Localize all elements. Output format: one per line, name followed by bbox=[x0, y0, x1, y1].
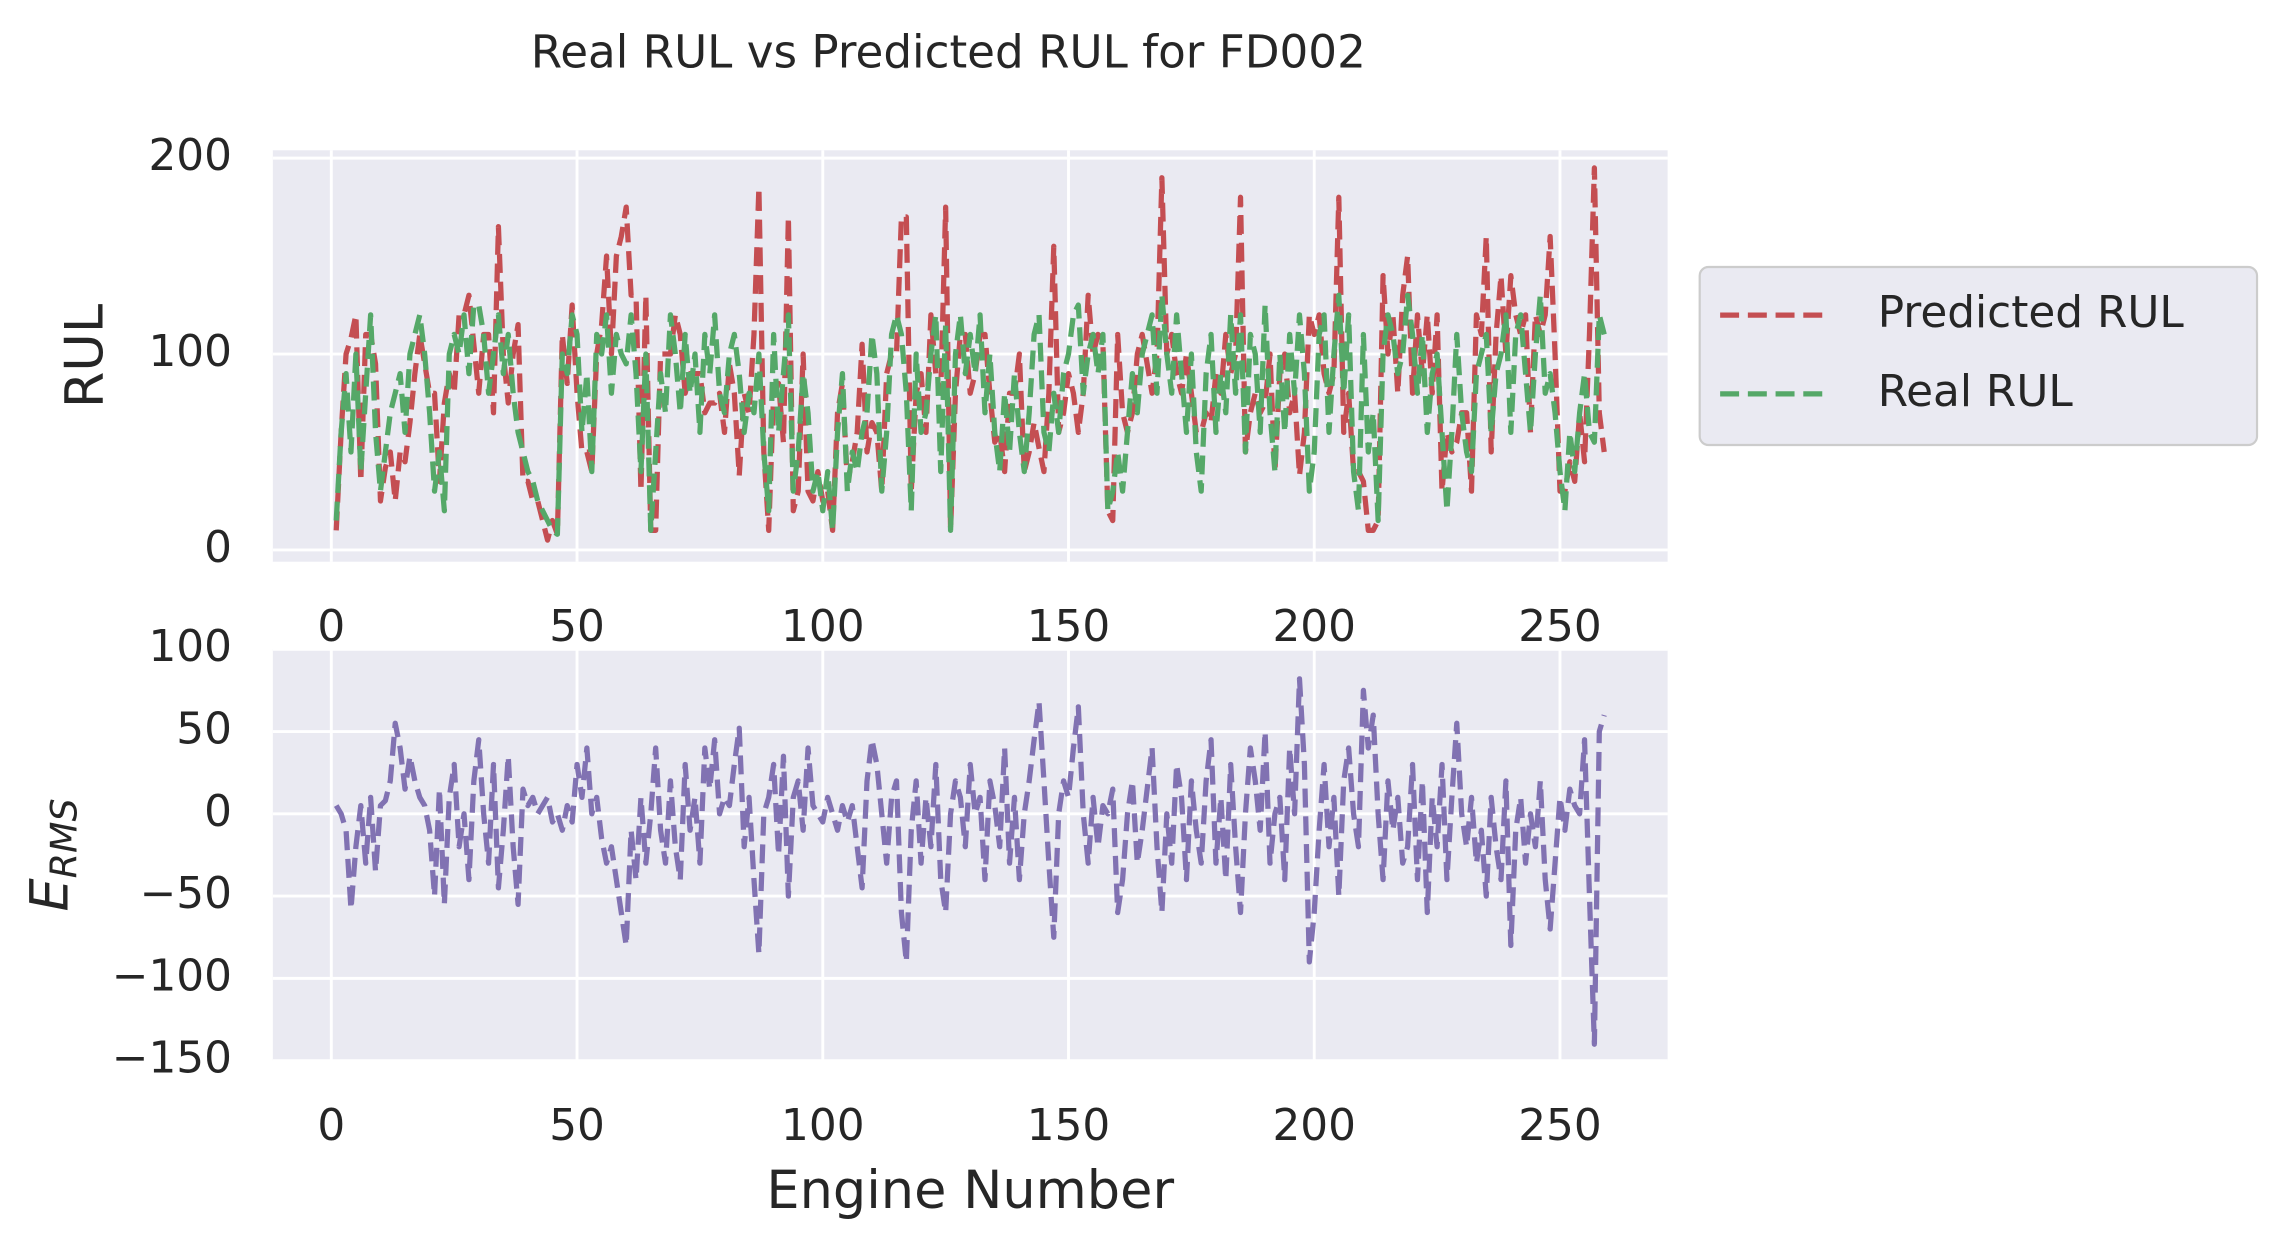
x-tick-label: 50 bbox=[549, 601, 605, 652]
y-tick-label: 100 bbox=[148, 621, 232, 672]
y-tick-label: −100 bbox=[112, 950, 232, 1001]
legend-label: Predicted RUL bbox=[1878, 287, 2185, 338]
x-axis-label: Engine Number bbox=[766, 1160, 1174, 1221]
y-axis-label-subscript: RMS bbox=[42, 798, 85, 878]
data-line bbox=[333, 292, 1607, 537]
x-tick-label: 200 bbox=[1272, 601, 1356, 652]
y-axis-label: RUL bbox=[54, 304, 115, 408]
x-tick-label: 150 bbox=[1027, 601, 1111, 652]
y-axis-label: ERMS bbox=[19, 798, 85, 911]
data-line bbox=[333, 165, 1607, 543]
x-tick-label: 0 bbox=[317, 1100, 345, 1151]
data-line bbox=[333, 676, 1607, 1047]
plot-area bbox=[272, 649, 1668, 1061]
y-tick-label: 0 bbox=[204, 522, 232, 573]
y-axis-label-main: RUL bbox=[54, 304, 115, 408]
x-tick-label: 200 bbox=[1272, 1100, 1356, 1151]
x-tick-label: 100 bbox=[781, 1100, 865, 1151]
y-tick-label: 0 bbox=[204, 786, 232, 837]
y-tick-label: 50 bbox=[176, 704, 232, 755]
y-tick-label: 100 bbox=[148, 326, 232, 377]
x-tick-label: 50 bbox=[549, 1100, 605, 1151]
x-tick-label: 100 bbox=[781, 601, 865, 652]
x-tick-label: 0 bbox=[317, 601, 345, 652]
x-tick-label: 150 bbox=[1027, 1100, 1111, 1151]
y-axis-label-main: E bbox=[19, 878, 80, 912]
y-tick-label: 200 bbox=[148, 130, 232, 181]
x-tick-label: 250 bbox=[1518, 601, 1602, 652]
y-tick-label: −50 bbox=[140, 868, 232, 919]
chart-title: Real RUL vs Predicted RUL for FD002 bbox=[531, 25, 1366, 78]
legend-box bbox=[1698, 265, 2259, 447]
legend-label: Real RUL bbox=[1878, 366, 2074, 417]
x-tick-label: 250 bbox=[1518, 1100, 1602, 1151]
y-tick-label: −150 bbox=[112, 1033, 232, 1084]
